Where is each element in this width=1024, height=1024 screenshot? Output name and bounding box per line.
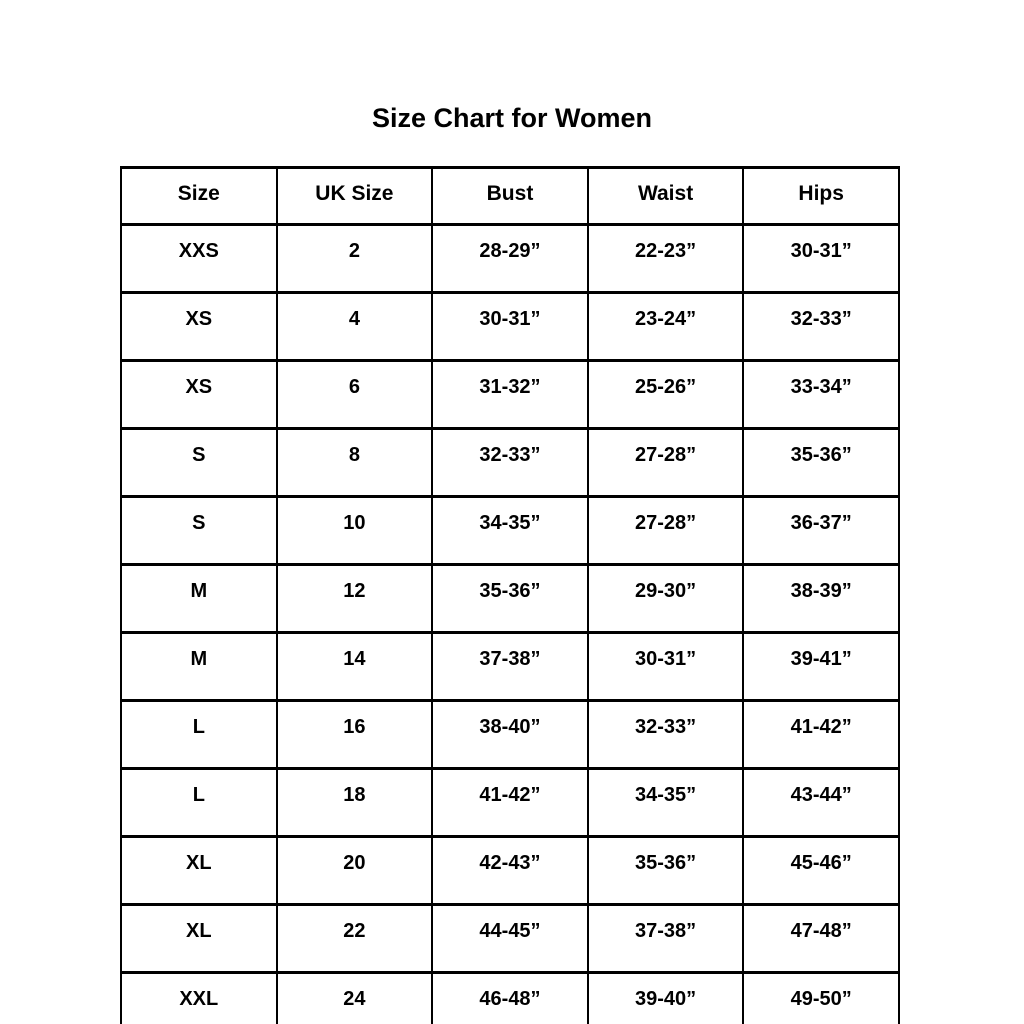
- table-cell: 27-28”: [586, 495, 745, 566]
- table-cell: 24: [275, 971, 434, 1024]
- table-cell: 33-34”: [742, 359, 900, 430]
- table-cell: 2: [275, 223, 434, 294]
- table-cell: 10: [275, 495, 434, 566]
- page-title: Size Chart for Women: [371, 103, 653, 133]
- table-cell: 6: [275, 359, 434, 430]
- table-cell: 43-44”: [742, 767, 900, 838]
- table-row: M 14 37-38” 30-31” 39-41”: [120, 631, 900, 702]
- table-cell: 30-31”: [586, 631, 745, 702]
- table-cell: 25-26”: [586, 359, 745, 430]
- table-row: M 12 35-36” 29-30” 38-39”: [120, 563, 900, 634]
- table-cell: 37-38”: [586, 903, 745, 974]
- table-cell: M: [120, 631, 278, 702]
- table-cell: 27-28”: [586, 427, 745, 498]
- table-row: S 8 32-33” 27-28” 35-36”: [120, 427, 900, 498]
- column-header: UK Size: [275, 166, 434, 226]
- table-cell: 35-36”: [586, 835, 745, 906]
- table-cell: 41-42”: [742, 699, 900, 770]
- column-header: Hips: [742, 166, 900, 226]
- table-cell: 39-40”: [586, 971, 745, 1024]
- table-cell: 34-35”: [431, 495, 589, 566]
- table-cell: 30-31”: [431, 291, 589, 362]
- column-header: Waist: [586, 166, 745, 226]
- table-row: XS 4 30-31” 23-24” 32-33”: [120, 291, 900, 362]
- table-cell: S: [120, 427, 278, 498]
- table-cell: S: [120, 495, 278, 566]
- table-cell: 35-36”: [431, 563, 589, 634]
- column-header: Bust: [431, 166, 589, 226]
- table-cell: 45-46”: [742, 835, 900, 906]
- table-cell: 4: [275, 291, 434, 362]
- table-cell: L: [120, 699, 278, 770]
- table-cell: 23-24”: [586, 291, 745, 362]
- table-cell: 41-42”: [431, 767, 589, 838]
- table-cell: 29-30”: [586, 563, 745, 634]
- table-cell: 31-32”: [431, 359, 589, 430]
- table-header: Size UK Size Bust Waist Hips: [120, 166, 900, 226]
- size-chart-table: Size UK Size Bust Waist Hips XXS 2 28-29” 22-23…: [120, 166, 900, 1024]
- table-row: L 16 38-40” 32-33” 41-42”: [120, 699, 900, 770]
- table-cell: 20: [275, 835, 434, 906]
- table-cell: XL: [120, 835, 278, 906]
- table-cell: 44-45”: [431, 903, 589, 974]
- table-row: L 18 41-42” 34-35” 43-44”: [120, 767, 900, 838]
- table-cell: 34-35”: [586, 767, 745, 838]
- table-cell: 37-38”: [431, 631, 589, 702]
- table-cell: 39-41”: [742, 631, 900, 702]
- table-cell: 22-23”: [586, 223, 745, 294]
- table-cell: XL: [120, 903, 278, 974]
- column-header: Size: [120, 166, 278, 226]
- table-cell: 49-50”: [742, 971, 900, 1024]
- table-row: S 10 34-35” 27-28” 36-37”: [120, 495, 900, 566]
- table-cell: 8: [275, 427, 434, 498]
- table-row: XS 6 31-32” 25-26” 33-34”: [120, 359, 900, 430]
- table-cell: 35-36”: [742, 427, 900, 498]
- table-cell: XS: [120, 291, 278, 362]
- table-cell: 47-48”: [742, 903, 900, 974]
- table-cell: 28-29”: [431, 223, 589, 294]
- table-cell: 36-37”: [742, 495, 900, 566]
- table-cell: 14: [275, 631, 434, 702]
- table-cell: 16: [275, 699, 434, 770]
- table-cell: 38-39”: [742, 563, 900, 634]
- table-row: XL 20 42-43” 35-36” 45-46”: [120, 835, 900, 906]
- table-cell: XS: [120, 359, 278, 430]
- table-cell: XXL: [120, 971, 278, 1024]
- table-body: XXS 2 28-29” 22-23” 30-31” XS 4 30-31” 23-24” 32-…: [120, 223, 900, 1024]
- table-cell: 38-40”: [431, 699, 589, 770]
- table-cell: L: [120, 767, 278, 838]
- table-cell: 46-48”: [431, 971, 589, 1024]
- table-cell: 32-33”: [431, 427, 589, 498]
- table-cell: 32-33”: [742, 291, 900, 362]
- table-cell: 30-31”: [742, 223, 900, 294]
- table-row: XXS 2 28-29” 22-23” 30-31”: [120, 223, 900, 294]
- table-cell: 22: [275, 903, 434, 974]
- table-cell: 12: [275, 563, 434, 634]
- table-row: XL 22 44-45” 37-38” 47-48”: [120, 903, 900, 974]
- table-row: XXL 24 46-48” 39-40” 49-50”: [120, 971, 900, 1024]
- table-cell: 18: [275, 767, 434, 838]
- table-cell: 32-33”: [586, 699, 745, 770]
- header-row: Size UK Size Bust Waist Hips: [120, 166, 900, 226]
- table-cell: M: [120, 563, 278, 634]
- table-cell: XXS: [120, 223, 278, 294]
- table-cell: 42-43”: [431, 835, 589, 906]
